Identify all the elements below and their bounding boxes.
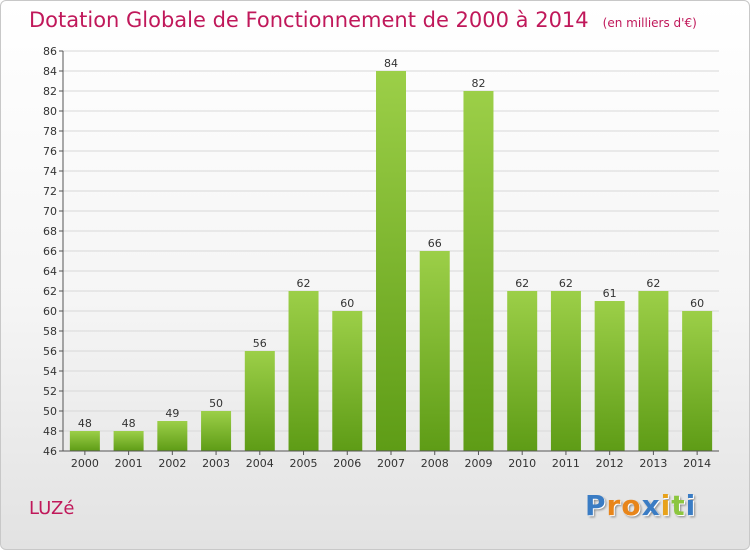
- y-tick-label: 80: [43, 105, 57, 118]
- x-tick-label: 2012: [596, 457, 624, 470]
- bar: [244, 351, 275, 451]
- y-tick-label: 52: [43, 385, 57, 398]
- y-tick-label: 60: [43, 305, 57, 318]
- x-tick-label: 2001: [115, 457, 143, 470]
- y-tick-label: 70: [43, 205, 57, 218]
- chart-subtitle: (en milliers d'€): [602, 16, 697, 30]
- y-tick-label: 66: [43, 245, 57, 258]
- x-tick-label: 2003: [202, 457, 230, 470]
- x-tick-label: 2010: [508, 457, 536, 470]
- bar: [69, 431, 100, 451]
- y-tick-label: 86: [43, 45, 57, 58]
- bar: [419, 251, 450, 451]
- axes: 46 48 50 52 54 56 58 60 62 64 66 68 70 72 74 76 78 80 82 84…: [43, 45, 719, 470]
- bar: [201, 411, 232, 451]
- chart-title: Dotation Globale de Fonctionnement de 20…: [29, 8, 697, 32]
- logo-letter: o: [621, 489, 642, 522]
- bar: [376, 71, 406, 451]
- x-tick-label: 2013: [639, 457, 667, 470]
- x-tick-label: 2011: [552, 457, 580, 470]
- bar: [594, 301, 625, 451]
- logo-letter: r: [606, 489, 622, 522]
- bar-value-label: 62: [515, 277, 529, 290]
- y-tick-label: 56: [43, 345, 57, 358]
- bar-value-label: 56: [253, 337, 267, 350]
- bar-value-label: 82: [471, 77, 485, 90]
- x-tick-label: 2007: [377, 457, 405, 470]
- bar-value-label: 84: [384, 57, 398, 70]
- y-tick-label: 82: [43, 85, 57, 98]
- bar-value-label: 49: [165, 407, 179, 420]
- bar-value-label: 48: [122, 417, 136, 430]
- bar-value-label: 48: [78, 417, 92, 430]
- y-tick-label: 74: [43, 165, 57, 178]
- y-tick-label: 76: [43, 145, 57, 158]
- bar: [550, 291, 581, 451]
- bars: 48 48 49 50 56 62 60 84 66 82 62 62 61 62 60: [69, 57, 713, 451]
- bar: [157, 421, 188, 451]
- bar: [113, 431, 144, 451]
- y-tick-label: 64: [43, 265, 57, 278]
- chart-title-text: Dotation Globale de Fonctionnement de 20…: [29, 8, 589, 32]
- x-tick-label: 2008: [421, 457, 449, 470]
- bar-value-label: 61: [603, 287, 617, 300]
- x-tick-label: 2005: [290, 457, 318, 470]
- y-tick-label: 46: [43, 445, 57, 458]
- y-tick-label: 68: [43, 225, 57, 238]
- logo-letter: P: [585, 489, 607, 522]
- bar: [507, 291, 538, 451]
- bar-value-label: 62: [559, 277, 573, 290]
- logo-letter: x: [641, 489, 661, 522]
- y-tick-label: 62: [43, 285, 57, 298]
- bar: [682, 311, 713, 451]
- y-tick-label: 78: [43, 125, 57, 138]
- bar-value-label: 60: [690, 297, 704, 310]
- bar: [288, 291, 319, 451]
- x-tick-label: 2002: [158, 457, 186, 470]
- bar-value-label: 60: [340, 297, 354, 310]
- bar: [332, 311, 363, 451]
- y-tick-label: 48: [43, 425, 57, 438]
- y-tick-label: 84: [43, 65, 57, 78]
- logo-letter: t: [671, 489, 686, 522]
- y-tick-label: 72: [43, 185, 57, 198]
- y-tick-label: 58: [43, 325, 57, 338]
- logo-letter: i: [660, 489, 672, 522]
- bar-value-label: 62: [646, 277, 660, 290]
- x-tick-label: 2014: [683, 457, 711, 470]
- bar-value-label: 66: [428, 237, 442, 250]
- bar-value-label: 50: [209, 397, 223, 410]
- logo-letter: i: [685, 489, 697, 522]
- proxiti-logo: Proxiti: [585, 489, 696, 522]
- x-tick-label: 2000: [71, 457, 99, 470]
- x-tick-label: 2009: [464, 457, 492, 470]
- bar-value-label: 62: [297, 277, 311, 290]
- commune-name: LUZé: [29, 498, 75, 519]
- x-tick-label: 2004: [246, 457, 274, 470]
- bar: [638, 291, 669, 451]
- x-tick-label: 2006: [333, 457, 361, 470]
- y-tick-label: 50: [43, 405, 57, 418]
- bar: [463, 91, 494, 451]
- y-tick-label: 54: [43, 365, 57, 378]
